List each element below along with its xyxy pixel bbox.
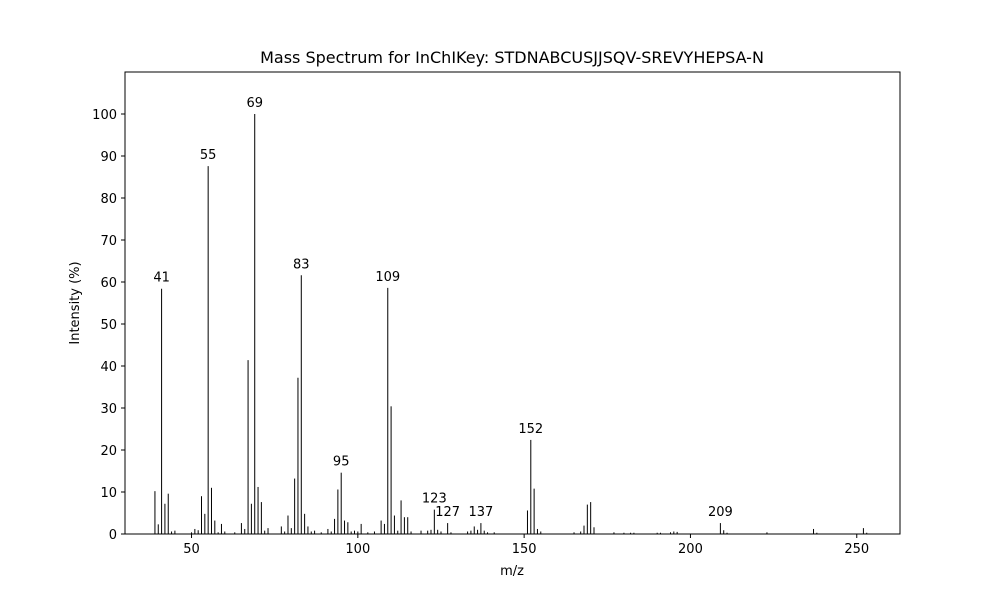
- y-axis-label: Intensity (%): [68, 261, 83, 344]
- x-tick-label-250: 250: [844, 542, 869, 557]
- y-tick-label-10: 10: [100, 486, 117, 501]
- x-axis-label: m/z: [500, 564, 524, 579]
- y-tick-label-80: 80: [100, 192, 117, 207]
- peak-label-109: 109: [375, 270, 400, 285]
- plot-frame: [124, 71, 901, 535]
- peak-label-127: 127: [435, 505, 460, 520]
- y-tick-label-40: 40: [100, 360, 117, 375]
- y-axis: 0 10 20 30 40 50 60 70 80 90 100: [92, 108, 125, 543]
- peak-label-69: 69: [246, 96, 263, 111]
- y-tick-label-50: 50: [100, 318, 117, 333]
- y-tick-label-60: 60: [100, 276, 117, 291]
- y-tick-label-0: 0: [109, 528, 117, 543]
- y-tick-label-20: 20: [100, 444, 117, 459]
- y-tick-label-30: 30: [100, 402, 117, 417]
- peaks-group: [154, 114, 868, 534]
- peak-label-209: 209: [708, 505, 733, 520]
- peak-label-123: 123: [422, 492, 447, 507]
- peak-label-55: 55: [200, 148, 217, 163]
- x-tick-label-100: 100: [345, 542, 370, 557]
- x-tick-label-50: 50: [183, 542, 200, 557]
- x-tick-label-200: 200: [678, 542, 703, 557]
- peak-label-95: 95: [333, 455, 350, 470]
- x-axis: 50 100 150 200 250: [183, 534, 869, 557]
- x-tick-label-150: 150: [512, 542, 537, 557]
- y-tick-label-90: 90: [100, 150, 117, 165]
- y-tick-label-100: 100: [92, 108, 117, 123]
- peak-label-152: 152: [518, 422, 543, 437]
- y-tick-label-70: 70: [100, 234, 117, 249]
- peak-label-41: 41: [153, 271, 170, 286]
- peak-label-137: 137: [468, 505, 493, 520]
- peak-label-83: 83: [293, 257, 310, 272]
- chart-title: Mass Spectrum for InChIKey: STDNABCUSJJS…: [260, 48, 764, 67]
